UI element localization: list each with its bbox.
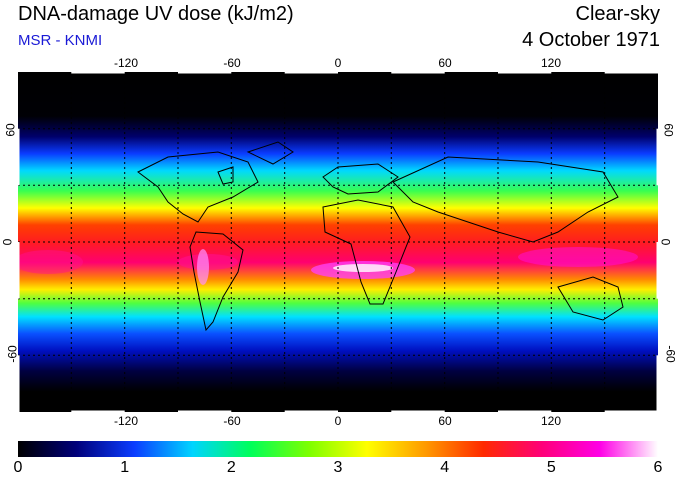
- lon-tick-top: -60: [223, 56, 241, 70]
- lon-tick-bottom: 120: [540, 414, 562, 428]
- lat-tick-left: 0: [0, 238, 15, 246]
- lon-tick-bottom: -120: [113, 414, 139, 428]
- colorbar: [18, 441, 658, 457]
- date-label: 4 October 1971: [522, 29, 660, 51]
- colorbar-tick-label: 2: [226, 459, 236, 476]
- colorbar-tick-label: 6: [653, 459, 663, 476]
- sky-condition-label: Clear-sky: [575, 3, 660, 25]
- colorbar-tick-label: 3: [333, 459, 343, 476]
- lat-tick-right: 0: [658, 238, 673, 246]
- lat-tick-right: 60: [661, 123, 676, 137]
- colorbar-tick-label: 4: [440, 459, 450, 476]
- lon-tick-top: 120: [540, 56, 562, 70]
- lon-tick-top: 60: [438, 56, 452, 70]
- uv-dose-map: [18, 72, 658, 412]
- lat-tick-right: -60: [663, 345, 678, 363]
- lon-tick-top: 0: [334, 56, 342, 70]
- source-label: MSR - KNMI: [18, 32, 103, 49]
- colorbar-tick-label: 0: [13, 459, 23, 476]
- uv-dose-map-graphic: [18, 72, 658, 412]
- colorbar-tick-label: 5: [546, 459, 556, 476]
- lon-tick-bottom: -60: [223, 414, 241, 428]
- map-title: DNA-damage UV dose (kJ/m2): [18, 3, 294, 25]
- lat-tick-left: 60: [3, 123, 18, 137]
- colorbar-tick-label: 1: [120, 459, 130, 476]
- lon-tick-bottom: 60: [438, 414, 452, 428]
- lon-tick-bottom: 0: [334, 414, 342, 428]
- lon-tick-top: -120: [113, 56, 139, 70]
